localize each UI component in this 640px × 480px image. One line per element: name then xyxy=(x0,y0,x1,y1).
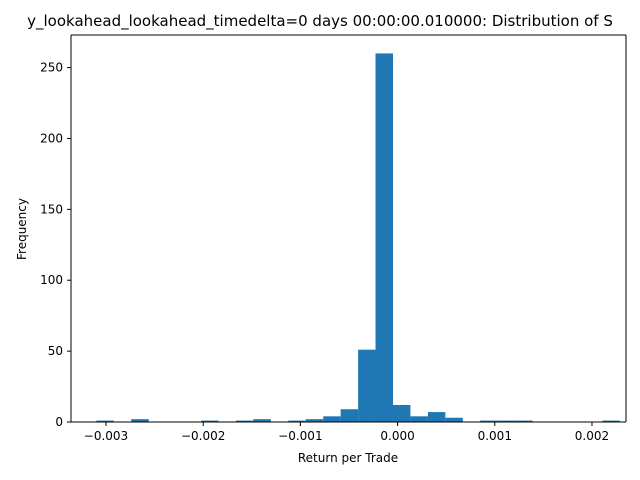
histogram-bar-21 xyxy=(445,417,463,422)
histogram-bar-19 xyxy=(410,416,428,422)
histogram-bar-20 xyxy=(427,412,446,422)
x-tick-label-2: −0.002 xyxy=(181,429,225,443)
y-tick-label-4: 150 xyxy=(40,202,63,216)
histogram-bar-3 xyxy=(131,419,149,422)
y-ticks-layer: 0 50 100 150 200 250 xyxy=(40,61,71,429)
y-tick-label-5: 200 xyxy=(40,131,63,145)
x-tick-label-1: −0.003 xyxy=(84,429,128,443)
chart-title: y_lookahead_lookahead_timedelta=0 days 0… xyxy=(27,12,613,31)
histogram-bar-1 xyxy=(96,420,114,422)
histogram-bar-25 xyxy=(515,420,533,422)
histogram-bar-7 xyxy=(201,420,219,422)
histogram-bar-23 xyxy=(480,420,498,422)
y-axis-label: Frequency xyxy=(15,198,29,260)
y-tick-label-3: 100 xyxy=(40,273,63,287)
histogram-bar-18 xyxy=(393,404,411,422)
axes-layer xyxy=(70,34,627,423)
histogram-bar-12 xyxy=(288,420,306,422)
histogram-bar-9 xyxy=(235,420,254,422)
x-tick-label-6: 0.002 xyxy=(575,429,609,443)
y-tick-label-2: 50 xyxy=(48,344,63,358)
x-tick-label-5: 0.001 xyxy=(478,429,512,443)
x-tick-label-3: −0.001 xyxy=(278,429,322,443)
histogram-bar-10 xyxy=(253,419,271,422)
y-tick-label-1: 0 xyxy=(55,415,63,429)
y-tick-label-6: 250 xyxy=(40,61,63,75)
histogram-bar-17 xyxy=(375,53,394,423)
histogram-bar-13 xyxy=(305,419,324,422)
histogram-bar-14 xyxy=(323,416,341,422)
bars-layer xyxy=(96,53,620,423)
histogram-bar-16 xyxy=(358,349,376,422)
histogram-bar-30 xyxy=(602,420,620,422)
histogram-bar-24 xyxy=(497,420,516,422)
plot-area xyxy=(96,53,620,423)
x-ticks-layer: −0.003 −0.002 −0.001 0.000 0.001 0.002 xyxy=(84,422,609,443)
histogram-bar-15 xyxy=(340,409,359,422)
x-tick-label-4: 0.000 xyxy=(380,429,414,443)
x-axis-label: Return per Trade xyxy=(298,451,398,465)
